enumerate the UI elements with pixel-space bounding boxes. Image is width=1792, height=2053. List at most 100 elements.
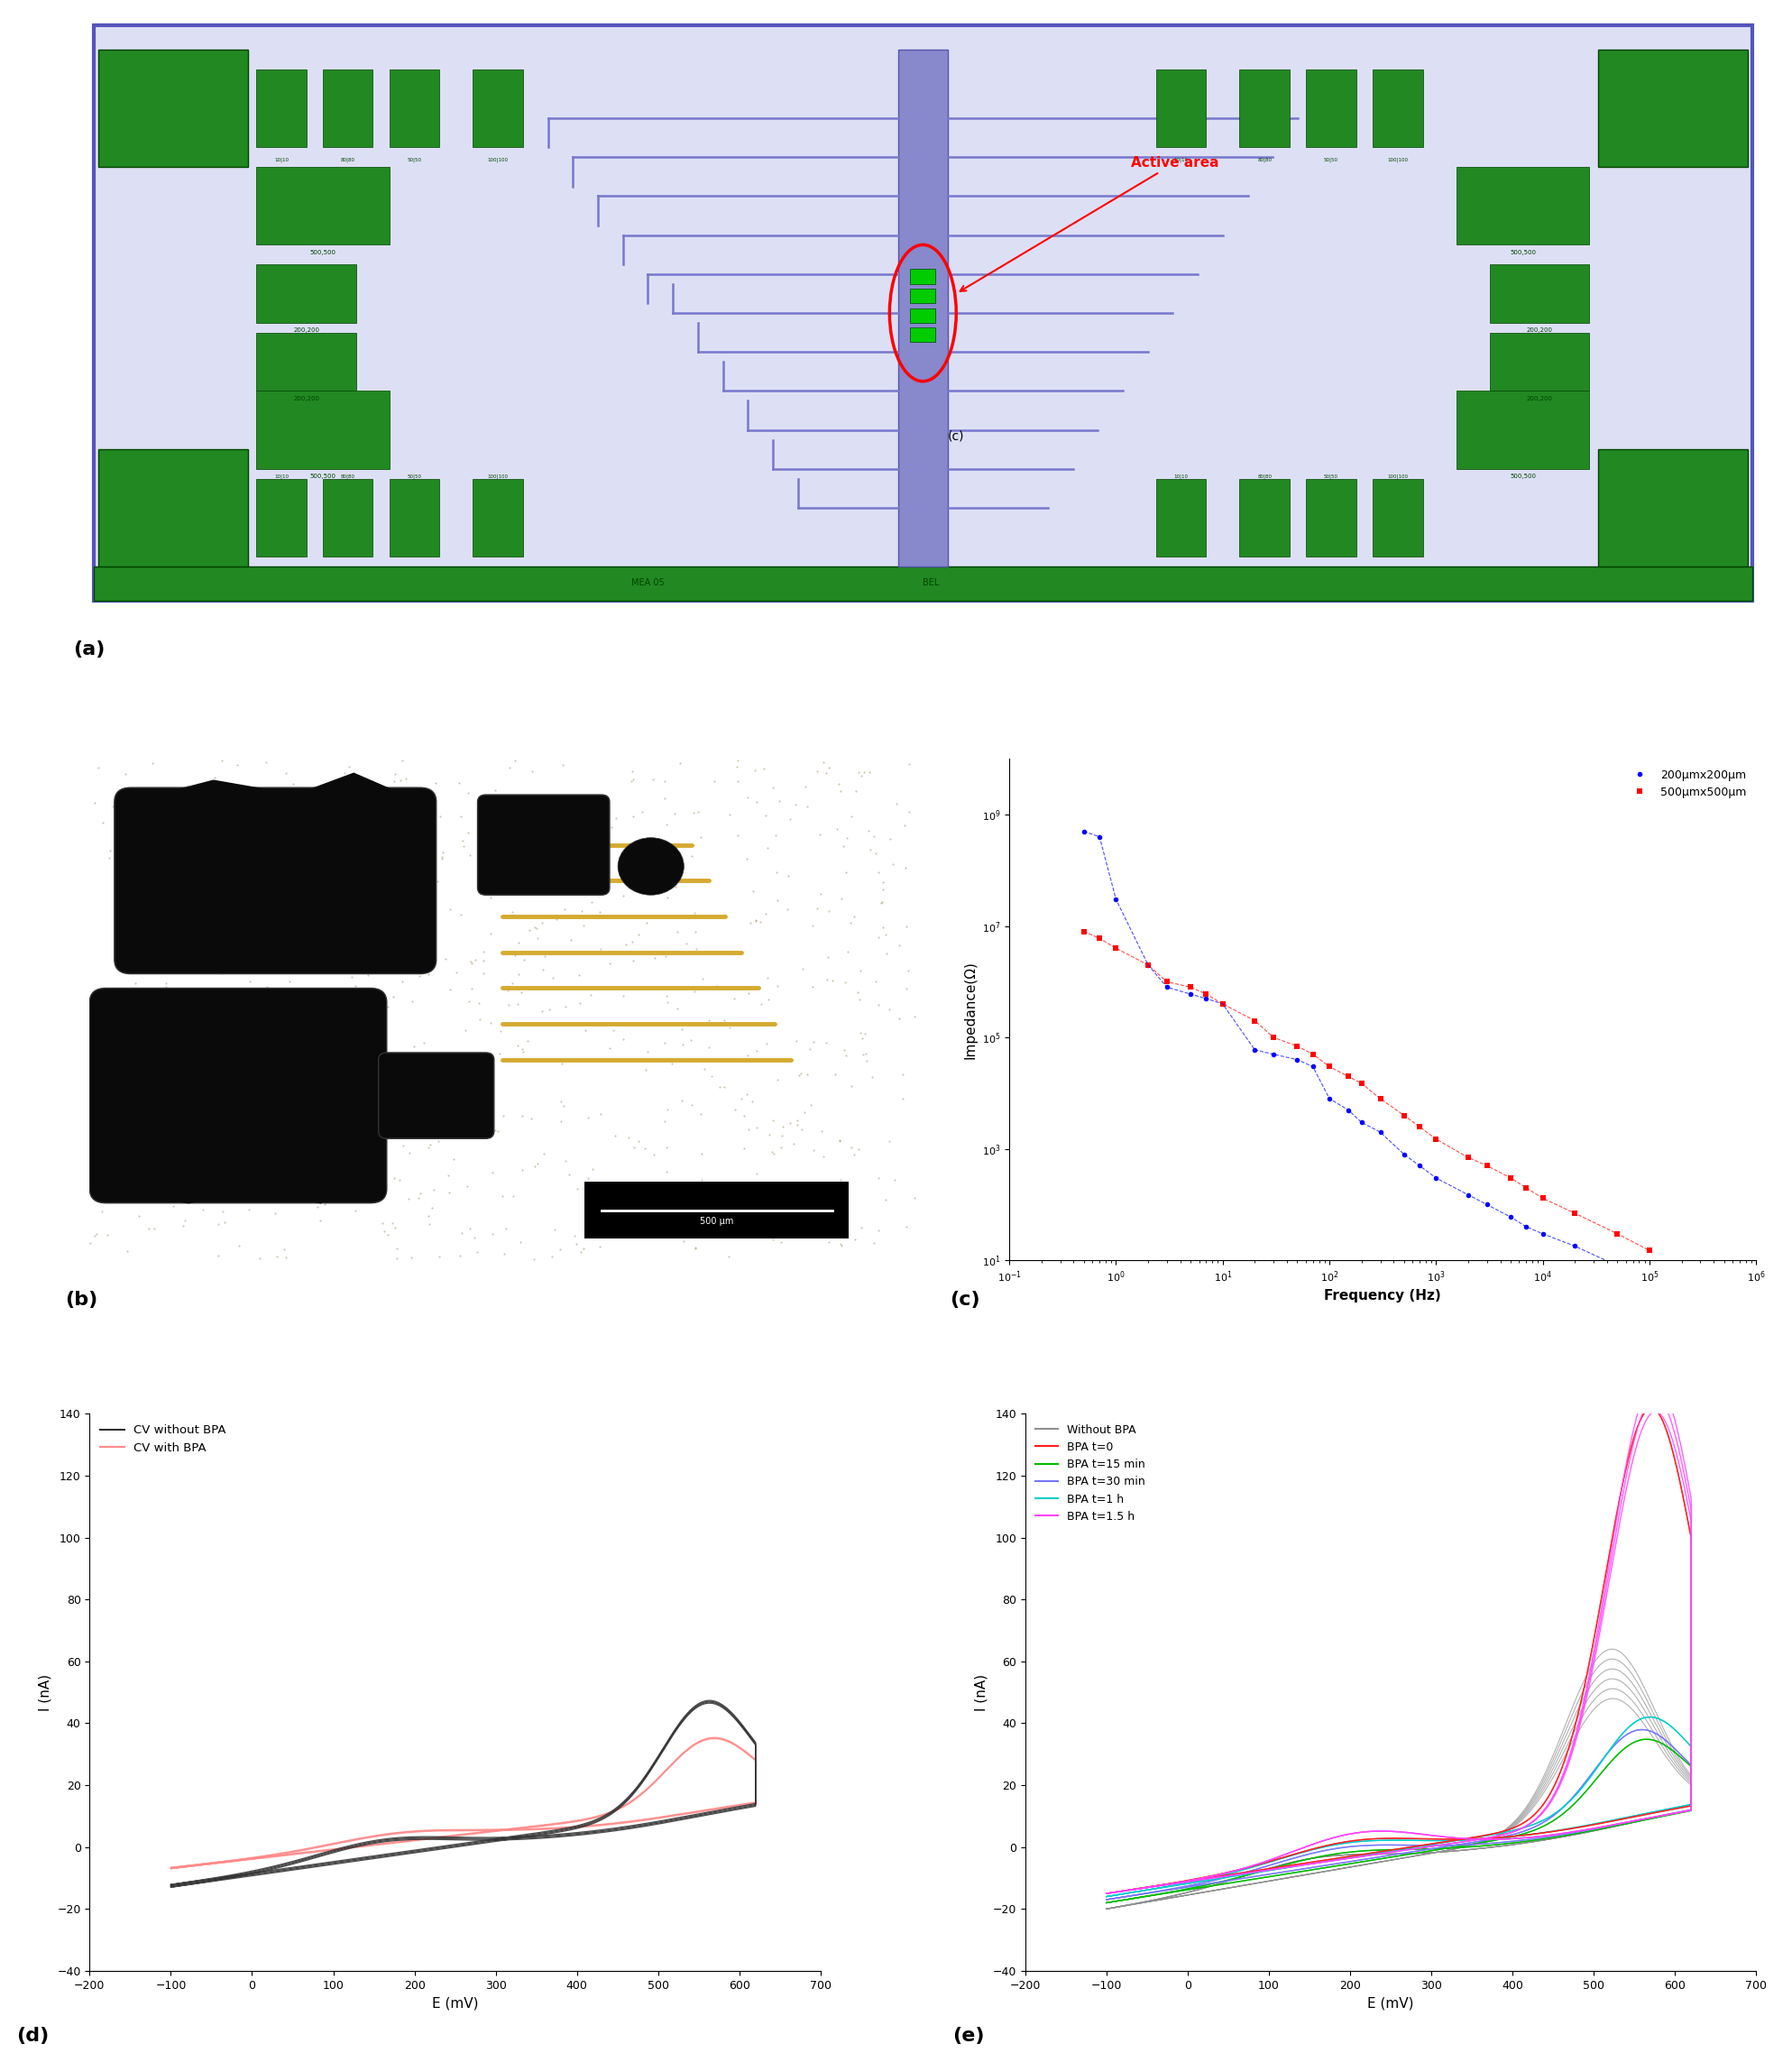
Point [461,1043,489,1076]
Point [550,1090,579,1123]
Point [563,1228,591,1261]
Point [244,1139,272,1172]
Point [504,987,532,1020]
Point [79,1139,108,1172]
Point [796,1033,824,1066]
Point [783,1105,812,1137]
Point [242,1066,271,1098]
Point [211,838,240,870]
Point [231,930,260,963]
Point [201,762,229,795]
Point [733,842,762,875]
Point [303,1174,332,1207]
Point [161,1072,190,1105]
Point [631,1185,659,1217]
Bar [898,49,948,567]
200μmx200μm [1351,1111,1373,1135]
Point [844,756,873,788]
Point [685,795,713,827]
Point [464,985,493,1018]
Point [380,1162,409,1195]
Point [246,1242,274,1275]
500μmx500μm [1179,975,1201,1000]
Text: (b): (b) [65,1291,97,1308]
Point [457,971,486,1004]
Point [776,1107,805,1139]
Point [280,1082,308,1115]
Point [285,1115,314,1148]
Point [323,1185,351,1217]
Point [874,992,903,1024]
Point [591,792,620,825]
Point [758,1105,787,1137]
Point [858,1059,887,1092]
Point [787,1113,815,1146]
Point [767,1226,796,1258]
Point [652,1131,681,1164]
Point [745,905,774,938]
Point [133,852,161,885]
Point [518,862,547,895]
Point [486,1014,514,1047]
Point [817,965,846,998]
Point [864,856,892,889]
Point [82,1158,111,1191]
Point [686,1164,715,1197]
Point [509,1154,538,1187]
Text: 100|100: 100|100 [487,474,509,478]
Point [681,975,710,1008]
Point [650,1026,679,1059]
200μmx200μm [1425,1166,1446,1191]
Point [590,899,618,932]
Point [496,1008,525,1041]
Point [335,751,364,784]
Point [624,918,652,951]
Bar [1156,70,1206,148]
Point [125,979,154,1012]
Point [208,1139,237,1172]
Point [823,813,851,846]
Point [563,1172,591,1205]
Point [844,1133,873,1166]
Point [389,1129,418,1162]
Y-axis label: I (nA): I (nA) [38,1673,52,1710]
Point [552,1144,581,1176]
500μmx500μm [1337,1063,1358,1088]
Point [729,1131,758,1164]
Point [100,1141,129,1174]
Point [204,1240,233,1273]
Point [364,893,392,926]
Point [190,889,219,922]
Point [346,784,375,817]
Point [260,1022,289,1055]
Point [747,987,776,1020]
Point [134,1014,163,1047]
Point [812,1026,840,1059]
Point [208,743,237,776]
Point [118,864,147,897]
Point [464,1076,493,1109]
Point [183,983,211,1016]
Point [751,1193,780,1226]
Point [401,829,430,862]
Point [172,819,201,852]
Text: 200,200: 200,200 [1527,328,1552,333]
Point [186,987,215,1020]
Point [733,1178,762,1211]
Point [677,1088,706,1121]
Point [165,811,194,844]
Point [219,922,247,955]
Point [796,1088,824,1121]
Point [633,1053,661,1086]
Point [579,1152,607,1185]
Point [260,1018,289,1051]
Point [595,1172,624,1205]
Bar [323,478,373,556]
Point [547,1234,575,1267]
Point [742,903,771,936]
Point [851,1037,880,1070]
Point [272,758,301,790]
Point [729,1098,758,1131]
Point [495,987,523,1020]
Point [308,1031,337,1063]
